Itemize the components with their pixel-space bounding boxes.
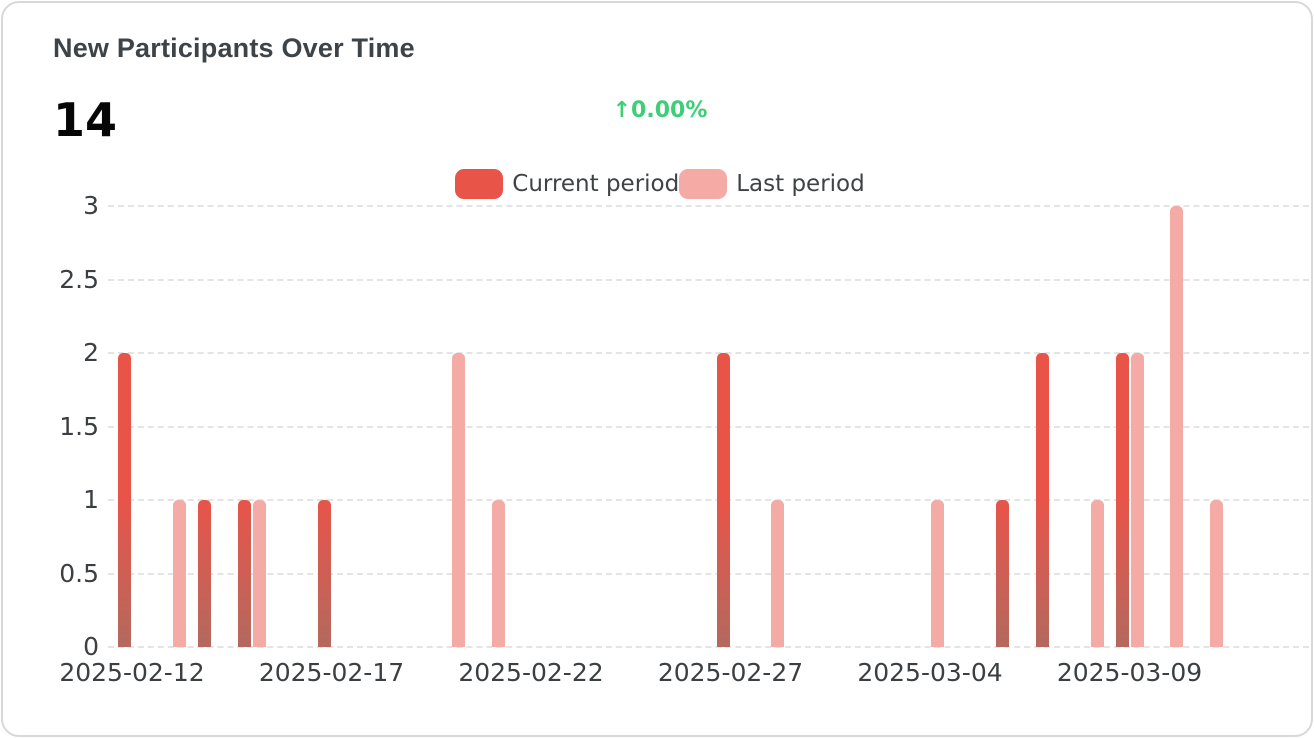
bar-last-2025-03-11[interactable] (1210, 500, 1224, 647)
gridline-y-0 (108, 646, 1309, 648)
x-axis-tick-label: 2025-02-27 (657, 658, 804, 687)
bar-last-2025-02-21[interactable] (492, 500, 506, 647)
chart-title: New Participants Over Time (53, 33, 415, 63)
bar-last-2025-03-09[interactable] (1130, 353, 1144, 647)
x-axis-tick-label: 2025-02-22 (458, 658, 604, 687)
legend-label-current: Current period (512, 171, 680, 197)
gridline-y-0.5 (108, 572, 1309, 575)
bar-current-2025-02-27[interactable] (716, 353, 730, 647)
x-axis-tick-label: 2025-02-17 (258, 658, 405, 687)
bar-last-2025-02-15[interactable] (252, 500, 266, 647)
y-axis-tick-label: 2 (83, 338, 99, 367)
x-axis-tick-label: 2025-03-04 (857, 658, 1003, 687)
bar-current-2025-02-17[interactable] (317, 500, 331, 647)
y-axis-tick-label: 2.5 (59, 264, 99, 294)
gridline-y-1 (108, 499, 1309, 501)
bar-last-2025-03-04[interactable] (931, 500, 944, 647)
bar-last-2025-02-20[interactable] (452, 353, 466, 647)
bar-last-2025-03-10[interactable] (1170, 206, 1184, 647)
legend-item-current[interactable]: Current period (455, 169, 679, 199)
bar-current-2025-03-06[interactable] (995, 500, 1009, 647)
current-period-swatch (455, 169, 504, 199)
x-axis-tick-label: 2025-02-12 (59, 658, 205, 687)
bar-last-2025-02-28[interactable] (771, 500, 785, 647)
bar-last-2025-03-08[interactable] (1090, 500, 1104, 647)
last-period-swatch (679, 169, 728, 199)
x-axis-tick-label: 2025-03-09 (1056, 658, 1203, 687)
plot-area (108, 205, 1309, 648)
y-axis-tick-label: 0 (83, 632, 99, 661)
change-badge: ↑0.00% (3, 98, 1311, 123)
bar-last-2025-02-13[interactable] (172, 500, 186, 647)
gridline-y-2.5 (108, 278, 1309, 281)
legend-item-last[interactable]: Last period (679, 169, 865, 199)
metric-total: 14 (53, 93, 118, 147)
gridline-y-1.5 (108, 425, 1309, 428)
y-axis-tick-label: 0.5 (59, 558, 99, 588)
bar-current-2025-02-12[interactable] (118, 353, 131, 647)
y-axis-tick-label: 1 (83, 485, 99, 514)
change-up-arrow-and-value: ↑0.00% (612, 98, 708, 123)
legend: Current period Last period (3, 169, 1311, 199)
gridline-y-3 (108, 205, 1309, 207)
bar-current-2025-03-07[interactable] (1035, 353, 1049, 647)
legend-label-last: Last period (736, 171, 865, 197)
y-axis-tick-label: 1.5 (59, 411, 99, 441)
gridline-y-2 (108, 352, 1309, 354)
bar-current-2025-02-14[interactable] (197, 500, 211, 647)
bar-current-2025-02-15[interactable] (237, 500, 251, 647)
y-axis-tick-label: 3 (83, 191, 99, 220)
bar-current-2025-03-09[interactable] (1115, 353, 1129, 647)
